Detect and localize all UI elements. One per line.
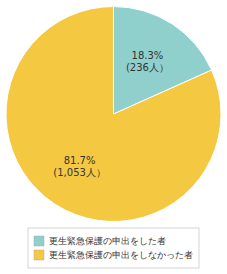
legend-item: 更生緊急保護の申出をした者 [34,236,166,246]
data-label-line: 18.3% [132,50,164,61]
legend-label: 更生緊急保護の申出をした者 [49,236,166,246]
legend-item: 更生緊急保護の申出をしなかった者 [34,250,193,260]
chart: 更生緊急保護の申出をした者更生緊急保護の申出をしなかった者 18.3%(236人）… [0,0,227,274]
pie-slice [6,7,221,222]
data-label: 81.7%(1,053人） [53,155,106,178]
legend-frame [28,228,199,268]
pie: 18.3%(236人） 81.7%(1,053人） [6,7,221,222]
legend-label: 更生緊急保護の申出をしなかった者 [49,250,193,260]
data-label-line: (236人） [126,62,169,73]
legend-swatch [34,236,44,246]
legend: 更生緊急保護の申出をした者更生緊急保護の申出をしなかった者 [28,228,199,268]
legend-swatch [34,250,44,260]
data-label: 18.3%(236人） [126,50,169,73]
data-label-line: 81.7% [64,155,96,166]
data-label-line: (1,053人） [53,167,106,178]
